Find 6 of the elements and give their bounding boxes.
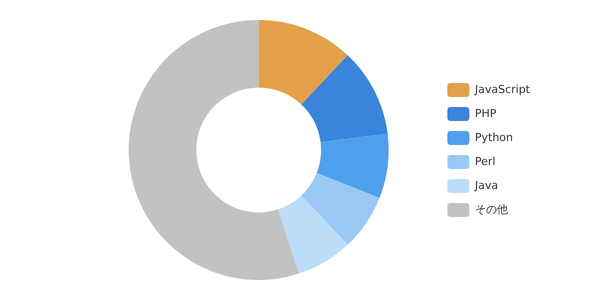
legend-label: その他 [474, 202, 508, 216]
legend-label: Python [474, 130, 514, 144]
legend-label: Perl [474, 154, 496, 168]
legend-label: Java [474, 178, 498, 192]
legend-label: PHP [474, 106, 497, 120]
legend-label: JavaScript [474, 82, 531, 96]
